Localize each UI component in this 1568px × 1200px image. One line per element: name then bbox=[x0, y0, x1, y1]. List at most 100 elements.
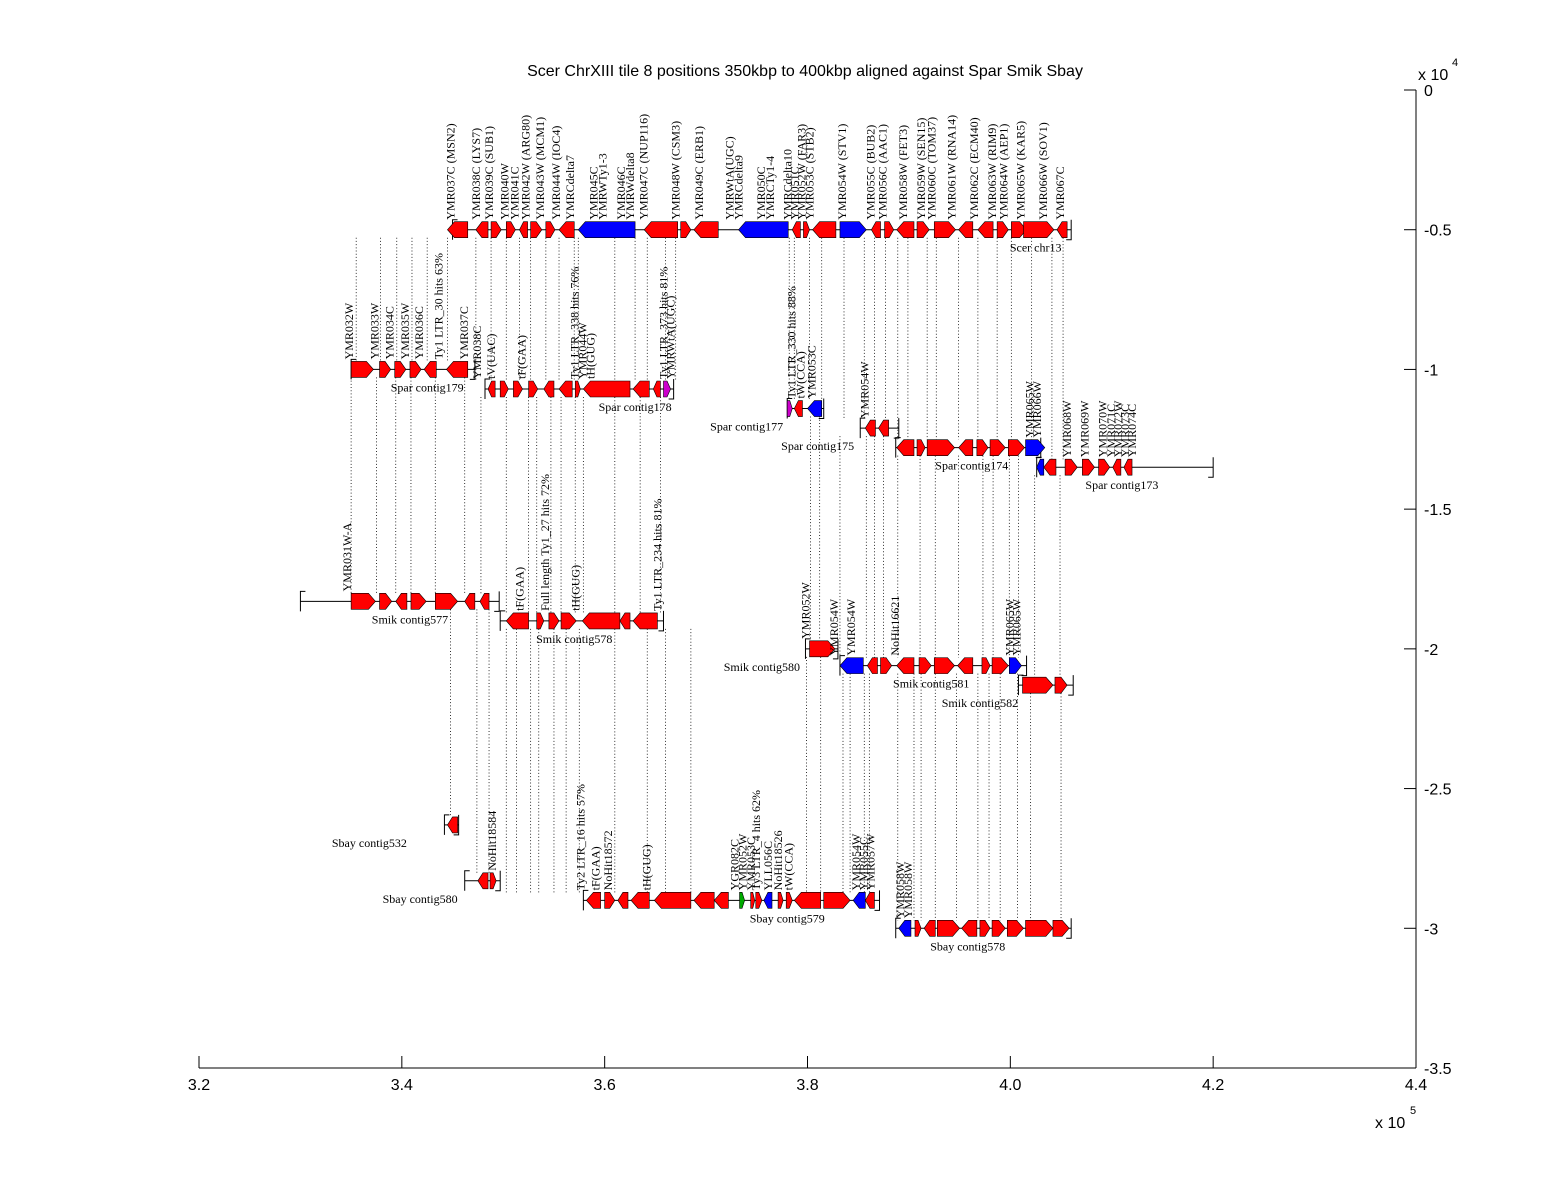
gene-label: YMR071C bbox=[1104, 404, 1118, 457]
gene-arrow bbox=[409, 361, 422, 378]
gene-arrow bbox=[880, 657, 893, 674]
y-tick-label: -2.5 bbox=[1424, 782, 1452, 799]
gene-label: YMR069W bbox=[1077, 400, 1091, 457]
gene-arrow bbox=[447, 221, 469, 239]
gene-arrow bbox=[446, 361, 469, 378]
gene-label: tW(CCA) bbox=[781, 843, 795, 890]
contig-name: Smik contig580 bbox=[724, 660, 800, 674]
gene-arrow bbox=[958, 221, 974, 239]
contig-end-bracket bbox=[658, 610, 664, 632]
gene-label: YMR053C (STB2) bbox=[803, 127, 817, 219]
gene-arrow bbox=[1022, 676, 1054, 694]
gene-label: YMR073C bbox=[1118, 404, 1132, 457]
gene-arrow bbox=[898, 919, 912, 937]
y-tick-label: -0.5 bbox=[1424, 223, 1452, 240]
contig-end-bracket bbox=[832, 638, 839, 660]
gene-label: YMR058W bbox=[901, 861, 915, 918]
gene-label: YMR042W (ARG80) bbox=[519, 115, 533, 220]
gene-arrow bbox=[839, 657, 864, 674]
contig-end-bracket bbox=[453, 814, 460, 836]
gene-arrow bbox=[350, 361, 374, 378]
gene-label: YMR032W bbox=[342, 302, 356, 359]
contig-track: NoHit18584 Sbay contig580 bbox=[383, 811, 501, 906]
contig-start-bracket bbox=[499, 610, 506, 631]
gene-arrow bbox=[619, 612, 631, 630]
gene-label: YMR066W bbox=[1030, 380, 1044, 437]
gene-label: NoHit18572 bbox=[601, 830, 615, 890]
gene-label: Ty1 LTR_234 hits 81% bbox=[650, 499, 664, 611]
x-tick-label: 3.6 bbox=[594, 1077, 616, 1094]
gene-label: YMR058W bbox=[893, 861, 907, 918]
gene-arrow bbox=[1064, 458, 1078, 476]
contig-start-bracket bbox=[484, 378, 490, 399]
contig-track: YMR038C tV(UAC) tF(GAA) Ty1 LTR_338 hits 76… bbox=[470, 267, 678, 414]
gene-arrow bbox=[793, 892, 821, 909]
gene-label: YMR046C bbox=[614, 166, 628, 219]
contig-name: Sbay contig580 bbox=[383, 892, 458, 906]
gene-arrow bbox=[558, 221, 575, 239]
gene-label: YMR039C (SUB1) bbox=[482, 126, 496, 220]
gene-arrow bbox=[653, 380, 661, 398]
gene-arrow bbox=[489, 872, 497, 890]
gene-arrow bbox=[957, 657, 974, 674]
gene-label: YMR036C bbox=[412, 306, 426, 359]
gene-label: YMR055C bbox=[856, 837, 870, 890]
gene-arrow bbox=[871, 221, 881, 239]
gene-label: YMR050C bbox=[754, 166, 768, 219]
contig-name: Spar contig178 bbox=[599, 400, 672, 414]
gene-label: YMR053C bbox=[744, 837, 758, 890]
gene-arrow bbox=[410, 593, 427, 610]
gene-label: YMR062C (ECM40) bbox=[967, 117, 981, 219]
gene-label: YMR037C bbox=[457, 306, 471, 359]
gene-arrow bbox=[536, 612, 545, 630]
gene-label: tF(GAA) bbox=[589, 846, 603, 890]
gene-label: YMR070W bbox=[1096, 400, 1110, 457]
gene-arrow bbox=[977, 221, 994, 239]
gene-label: Full length Ty1_27 hits 72% bbox=[538, 474, 552, 611]
x-tick-label: 3.2 bbox=[188, 1077, 210, 1094]
gene-arrow bbox=[755, 892, 763, 909]
contig-track: Ty1 LTR_330 hits 88%tW(CCA)YMR053C Spar c… bbox=[710, 286, 825, 434]
gene-label: YMR043W (MCM1) bbox=[533, 117, 547, 220]
contig-end-bracket bbox=[495, 870, 501, 892]
gene-arrow bbox=[896, 221, 915, 239]
gene-arrow bbox=[807, 400, 822, 417]
gene-label: YMR037C (MSN2) bbox=[444, 123, 458, 219]
gene-arrow bbox=[979, 919, 991, 937]
gene-label: YMR051C bbox=[787, 166, 801, 219]
contig-start-bracket bbox=[895, 437, 901, 458]
contig-start-bracket bbox=[443, 814, 450, 835]
gene-arrow bbox=[643, 221, 678, 239]
y-tick-label: -1 bbox=[1424, 362, 1438, 379]
contig-start-bracket bbox=[464, 870, 470, 891]
gene-label: tF(GAA) bbox=[513, 567, 527, 611]
x-multiplier-exponent: 5 bbox=[1410, 1105, 1416, 1117]
gene-arrow bbox=[1025, 439, 1046, 456]
gene-label: YMR063W (RIM9) bbox=[985, 124, 999, 220]
gene-arrow bbox=[864, 892, 875, 909]
gene-arrow bbox=[933, 221, 956, 239]
x-ticks: 3.2 3.4 3.6 3.8 4.0 4.2 4.4 bbox=[188, 1056, 1427, 1094]
gene-arrow bbox=[1008, 439, 1025, 456]
gene-arrow bbox=[582, 380, 631, 398]
gene-arrow bbox=[586, 892, 601, 909]
contig-start-bracket bbox=[582, 889, 589, 911]
gene-arrow bbox=[379, 361, 392, 378]
contig-end-bracket bbox=[494, 591, 500, 612]
gene-arrow bbox=[1009, 657, 1022, 674]
gene-arrow bbox=[528, 380, 539, 398]
contig-end-bracket bbox=[818, 398, 825, 420]
gene-label: YMR064W (AEP1) bbox=[996, 124, 1010, 220]
gene-arrow bbox=[809, 640, 836, 658]
gene-label: YMR040W bbox=[497, 162, 511, 219]
contig-name: Spar contig175 bbox=[781, 439, 854, 453]
contig-track: Ty2 LTR_16 hits 57% tF(GAA)NoHit18572 tH(G… bbox=[573, 784, 881, 925]
gene-arrow bbox=[394, 361, 407, 378]
gene-label: YMRWtA(UGC) bbox=[664, 296, 678, 379]
contig-start-bracket bbox=[1017, 674, 1024, 696]
gene-arrow bbox=[519, 221, 528, 239]
gene-arrow bbox=[653, 892, 692, 909]
gene-label: YGR082C bbox=[728, 839, 742, 890]
gene-arrow bbox=[464, 593, 476, 610]
